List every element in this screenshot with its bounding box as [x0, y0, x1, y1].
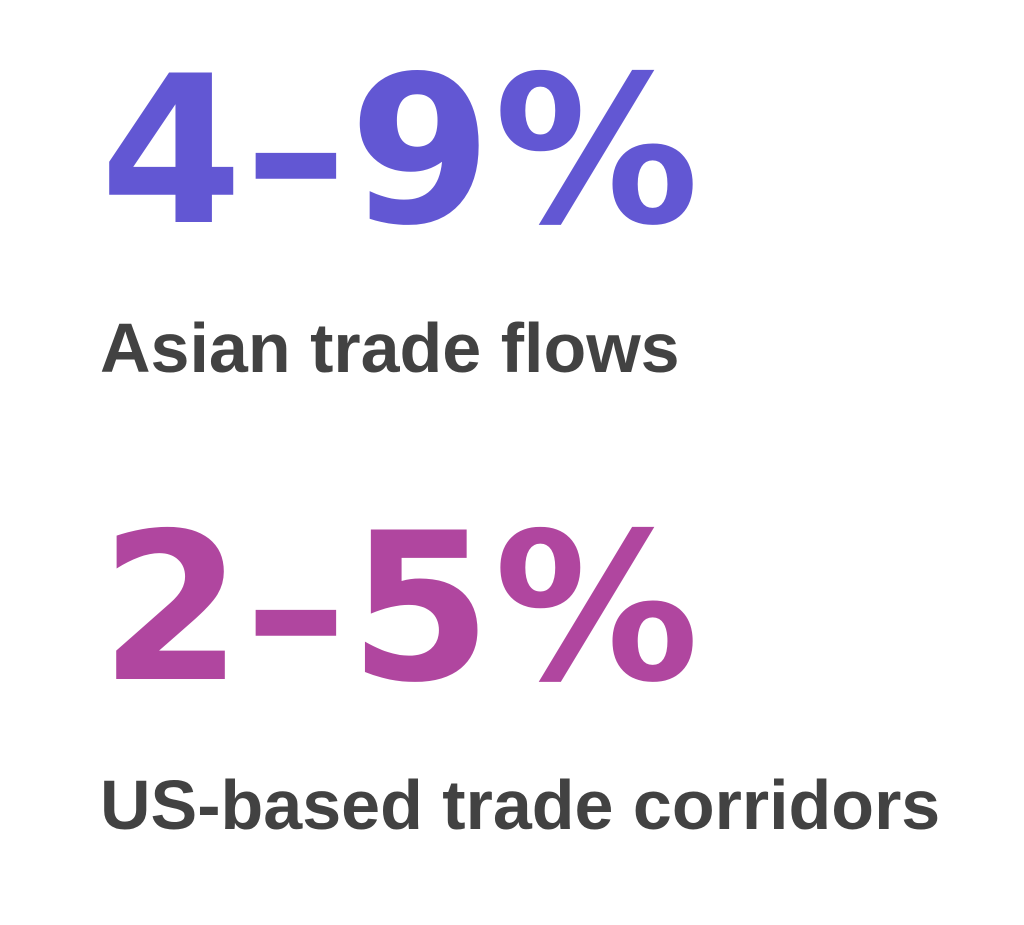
stat-label-asian: Asian trade flows — [100, 309, 680, 387]
stat-label-us: US-based trade corridors — [100, 766, 941, 844]
stat-block-asian: 4–9% Asian trade flows — [100, 33, 702, 387]
stat-value-us: 2–5% — [100, 490, 702, 728]
stat-block-us: 2–5% US-based trade corridors — [100, 490, 941, 844]
stat-value-asian: 4–9% — [100, 33, 702, 271]
